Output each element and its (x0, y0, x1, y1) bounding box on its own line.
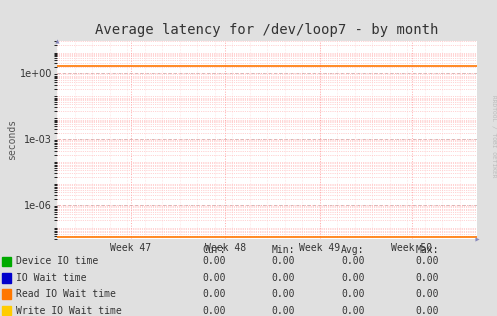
Title: Average latency for /dev/loop7 - by month: Average latency for /dev/loop7 - by mont… (95, 23, 439, 37)
Text: 0.00: 0.00 (202, 273, 226, 283)
Text: 0.00: 0.00 (271, 289, 295, 299)
Text: Write IO Wait time: Write IO Wait time (16, 306, 122, 316)
Text: 0.00: 0.00 (202, 289, 226, 299)
Text: 0.00: 0.00 (271, 273, 295, 283)
Text: Min:: Min: (271, 245, 295, 255)
Text: 0.00: 0.00 (415, 306, 439, 316)
Text: 0.00: 0.00 (271, 306, 295, 316)
Text: Device IO time: Device IO time (16, 256, 98, 266)
Text: 0.00: 0.00 (202, 256, 226, 266)
Text: 0.00: 0.00 (202, 306, 226, 316)
Y-axis label: seconds: seconds (7, 119, 17, 161)
Text: Cur:: Cur: (202, 245, 226, 255)
Text: 0.00: 0.00 (341, 306, 365, 316)
Text: IO Wait time: IO Wait time (16, 273, 87, 283)
Text: 0.00: 0.00 (271, 256, 295, 266)
Text: 0.00: 0.00 (341, 289, 365, 299)
Text: Avg:: Avg: (341, 245, 365, 255)
Text: 0.00: 0.00 (415, 256, 439, 266)
Text: 0.00: 0.00 (341, 273, 365, 283)
Text: 0.00: 0.00 (415, 273, 439, 283)
Text: 0.00: 0.00 (415, 289, 439, 299)
Text: Max:: Max: (415, 245, 439, 255)
Text: RRDTOOL / TOBI OETIKER: RRDTOOL / TOBI OETIKER (491, 94, 496, 177)
Text: Read IO Wait time: Read IO Wait time (16, 289, 116, 299)
Text: 0.00: 0.00 (341, 256, 365, 266)
